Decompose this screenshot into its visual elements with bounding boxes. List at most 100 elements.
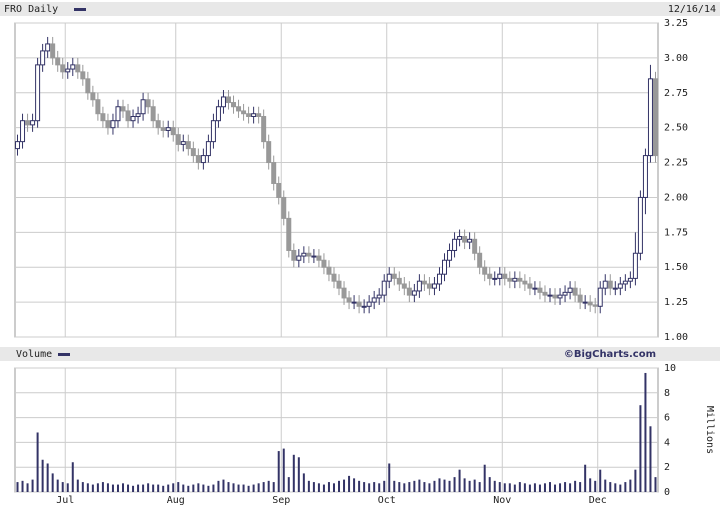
volume-bar: [498, 482, 501, 492]
candle-body: [467, 238, 473, 243]
volume-bar: [543, 483, 546, 492]
candle-body: [35, 64, 41, 122]
y-tick-label: 6: [664, 413, 670, 424]
volume-bar: [267, 480, 270, 492]
volume-bar: [36, 432, 39, 492]
volume-bar: [242, 484, 245, 492]
candle-body: [321, 259, 327, 268]
y-tick-label: 2.25: [664, 158, 688, 169]
candle-body: [642, 155, 648, 198]
volume-bar: [408, 482, 411, 492]
volume-bar: [383, 480, 386, 492]
volume-bar: [162, 485, 165, 492]
volume-bar: [16, 482, 19, 492]
volume-bar: [463, 478, 466, 492]
volume-bar: [584, 464, 587, 492]
x-tick-label: Aug: [167, 495, 185, 506]
volume-bar: [468, 480, 471, 492]
candle-body: [311, 255, 317, 258]
candle-body: [542, 291, 548, 296]
y-axis-label: Millions: [704, 406, 715, 454]
candle-body: [401, 283, 407, 289]
candle-body: [376, 294, 382, 299]
volume-bar: [177, 482, 180, 492]
candle-body: [256, 113, 262, 118]
candle-body: [65, 68, 71, 73]
candle-body: [190, 148, 196, 157]
volume-bar: [518, 482, 521, 492]
candle-body: [386, 273, 392, 282]
volume-bar: [76, 479, 79, 492]
candle-body: [95, 99, 101, 115]
volume-bar: [152, 484, 155, 492]
candle-body: [592, 304, 598, 307]
volume-bar: [348, 475, 351, 492]
candle-body: [145, 99, 151, 108]
candle-body: [452, 238, 458, 251]
volume-bar: [257, 483, 260, 492]
volume-bar: [538, 484, 541, 492]
volume-bar: [508, 483, 511, 492]
candle-body: [316, 255, 322, 261]
candle-body: [246, 113, 252, 118]
volume-bar: [473, 479, 476, 492]
candle-body: [492, 277, 498, 280]
candle-body: [15, 141, 21, 150]
candle-body: [20, 120, 26, 143]
volume-bar: [71, 462, 74, 492]
volume-bar: [483, 464, 486, 492]
candle-body: [547, 294, 553, 297]
candle-body: [336, 280, 342, 289]
candle-body: [30, 120, 36, 126]
candle-body: [306, 252, 312, 257]
candle-body: [421, 280, 427, 285]
x-tick-label: Sep: [272, 495, 290, 506]
volume-bar: [317, 483, 320, 492]
candle-body: [85, 78, 91, 94]
volume-bar: [302, 473, 305, 492]
candle-body: [587, 301, 593, 306]
y-tick-label: 10: [664, 363, 676, 374]
candle-body: [512, 277, 518, 282]
volume-bar: [338, 480, 341, 492]
candle-body: [517, 277, 523, 282]
candle-body: [507, 277, 513, 282]
candle-body: [617, 283, 623, 289]
candle-body: [225, 96, 231, 104]
volume-bar: [488, 477, 491, 492]
candle-body: [622, 280, 628, 285]
volume-bar: [458, 469, 461, 492]
candle-body: [497, 273, 503, 279]
volume-bar: [26, 483, 29, 492]
volume-bar: [81, 482, 84, 492]
volume-bar: [569, 483, 572, 492]
volume-bar: [614, 483, 617, 492]
candle-body: [381, 280, 387, 296]
candle-body: [346, 297, 352, 303]
volume-bar: [217, 480, 220, 492]
volume-bar: [388, 463, 391, 492]
candle-body: [55, 57, 61, 66]
volume-bar: [548, 482, 551, 492]
volume-bar: [433, 480, 436, 492]
volume-bar: [56, 479, 59, 492]
legend-swatch: [58, 353, 70, 356]
volume-bar: [287, 477, 290, 492]
candle-body: [447, 249, 453, 261]
candle-body: [396, 277, 402, 285]
volume-bar: [106, 483, 109, 492]
volume-bar: [96, 483, 99, 492]
candle-body: [632, 252, 638, 279]
volume-bar: [247, 485, 250, 492]
volume-bar: [322, 484, 325, 492]
y-tick-label: 8: [664, 388, 670, 399]
volume-bar: [167, 484, 170, 492]
candle-body: [406, 287, 412, 296]
candle-body: [597, 287, 603, 307]
volume-bar: [111, 484, 114, 492]
volume-bar: [307, 480, 310, 492]
volume-bar: [639, 405, 642, 492]
x-tick-label: Nov: [493, 495, 511, 506]
date-label: 12/16/14: [668, 4, 716, 15]
